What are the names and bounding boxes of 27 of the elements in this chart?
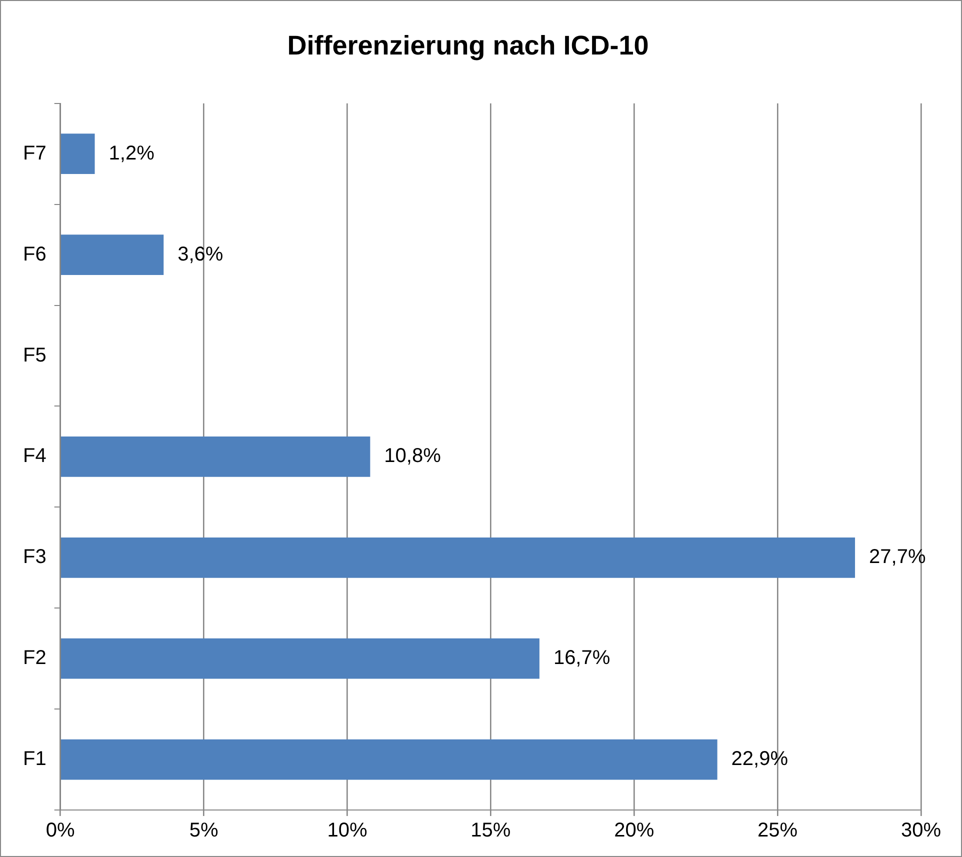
data-label: 1,2% bbox=[108, 142, 155, 164]
x-tick-label: 10% bbox=[327, 820, 368, 842]
x-tick-label: 0% bbox=[46, 820, 76, 842]
chart-title: Differenzierung nach ICD-10 bbox=[287, 30, 649, 61]
bar bbox=[60, 537, 856, 578]
x-tick-label: 15% bbox=[470, 820, 511, 842]
bar bbox=[60, 134, 95, 174]
data-label: 10,8% bbox=[384, 445, 442, 468]
bar bbox=[60, 234, 164, 276]
y-tick-label: F7 bbox=[22, 142, 46, 164]
x-tick-label: 20% bbox=[614, 820, 654, 842]
y-tick-label: F4 bbox=[22, 445, 46, 468]
x-tick-label: 25% bbox=[758, 820, 798, 842]
y-tick-label: F1 bbox=[22, 748, 46, 770]
y-tick-label: F6 bbox=[22, 243, 46, 266]
bar bbox=[60, 739, 718, 780]
y-tick-label: F3 bbox=[22, 546, 46, 568]
y-tick-label: F2 bbox=[22, 647, 46, 670]
data-label: 22,9% bbox=[731, 748, 788, 770]
y-tick-label: F5 bbox=[22, 344, 46, 366]
data-label: 16,7% bbox=[553, 647, 610, 670]
x-tick-label: 5% bbox=[189, 820, 218, 842]
bar bbox=[60, 436, 370, 477]
data-label: 27,7% bbox=[869, 546, 926, 568]
data-label: 3,6% bbox=[178, 243, 224, 266]
bar bbox=[60, 638, 540, 679]
x-tick-label: 30% bbox=[900, 820, 942, 842]
